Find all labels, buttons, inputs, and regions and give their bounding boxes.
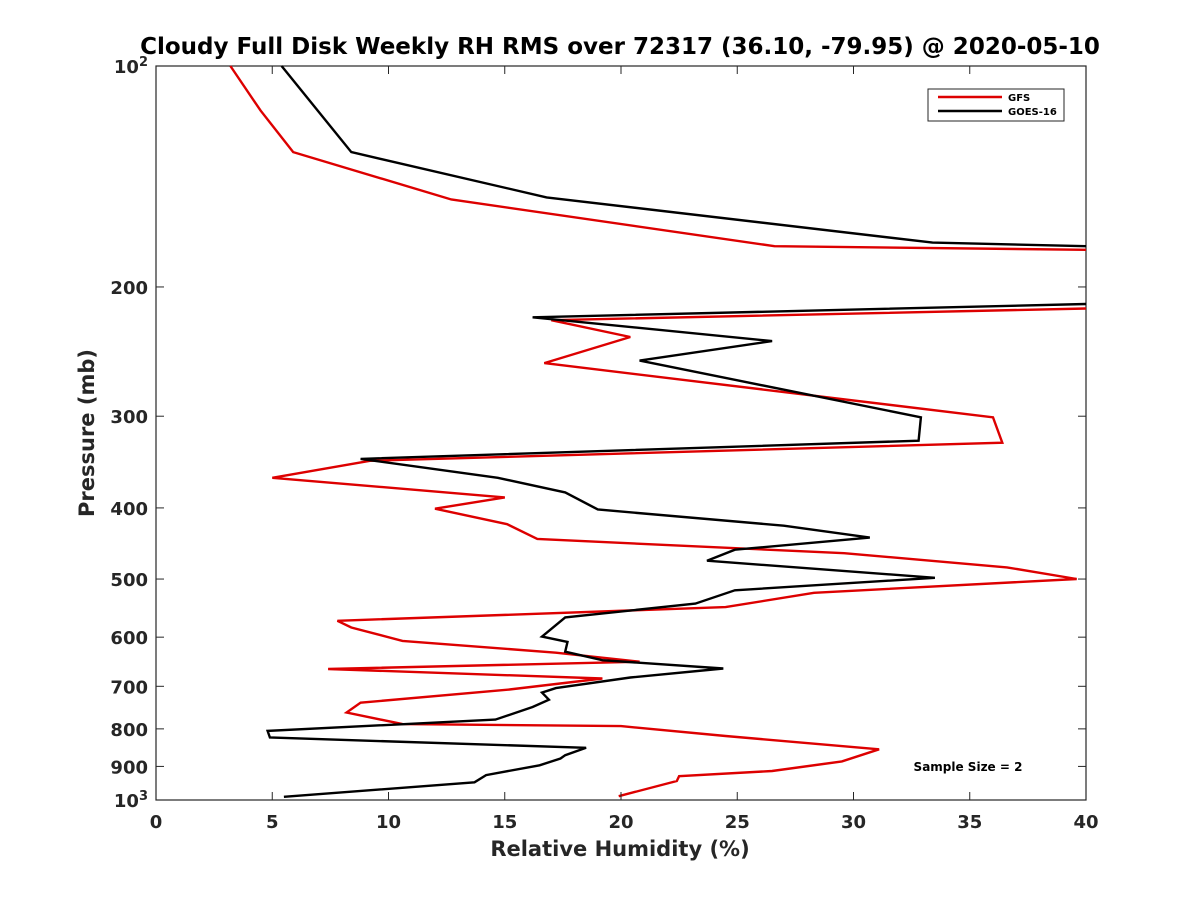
series-layer bbox=[229, 65, 1087, 798]
legend-entry-gfs: GFS bbox=[1008, 93, 1030, 104]
y-tick-label: 800 bbox=[110, 720, 148, 741]
x-tick-label: 35 bbox=[957, 812, 982, 833]
x-tick-label: 15 bbox=[492, 812, 517, 833]
y-axis-ticks: 102 200 300 400 500 600 700 800 900 103 bbox=[110, 55, 1086, 812]
y-tick-label: 500 bbox=[110, 570, 148, 591]
y-tick-label: 400 bbox=[110, 499, 148, 520]
legend-entry-goes-16: GOES-16 bbox=[1008, 107, 1057, 118]
x-tick-label: 5 bbox=[266, 812, 279, 833]
x-tick-label: 25 bbox=[725, 812, 750, 833]
series-line-gfs bbox=[229, 65, 1087, 798]
x-axis-label: Relative Humidity (%) bbox=[490, 837, 749, 861]
x-axis-ticks: 0 5 10 15 20 25 30 35 40 bbox=[150, 66, 1099, 833]
sample-size-annotation: Sample Size = 2 bbox=[914, 760, 1023, 774]
legend: GFS GOES-16 bbox=[927, 88, 1065, 122]
y-tick-label: 900 bbox=[110, 757, 148, 778]
y-tick-label: 600 bbox=[110, 628, 148, 649]
x-tick-label: 20 bbox=[608, 812, 633, 833]
x-tick-label: 40 bbox=[1073, 812, 1098, 833]
y-tick-label: 700 bbox=[110, 677, 148, 698]
x-tick-label: 10 bbox=[376, 812, 401, 833]
x-tick-label: 30 bbox=[841, 812, 866, 833]
series-line-goes-16 bbox=[265, 65, 1087, 798]
y-axis-label: Pressure (mb) bbox=[75, 349, 99, 517]
x-tick-label: 0 bbox=[150, 812, 163, 833]
y-tick-label: 300 bbox=[110, 407, 148, 428]
y-tick-label: 200 bbox=[110, 278, 148, 299]
y-tick-label: 103 bbox=[114, 789, 148, 812]
y-tick-label: 102 bbox=[114, 55, 148, 78]
chart-title: Cloudy Full Disk Weekly RH RMS over 7231… bbox=[140, 34, 1100, 60]
legend-box bbox=[927, 88, 1065, 122]
